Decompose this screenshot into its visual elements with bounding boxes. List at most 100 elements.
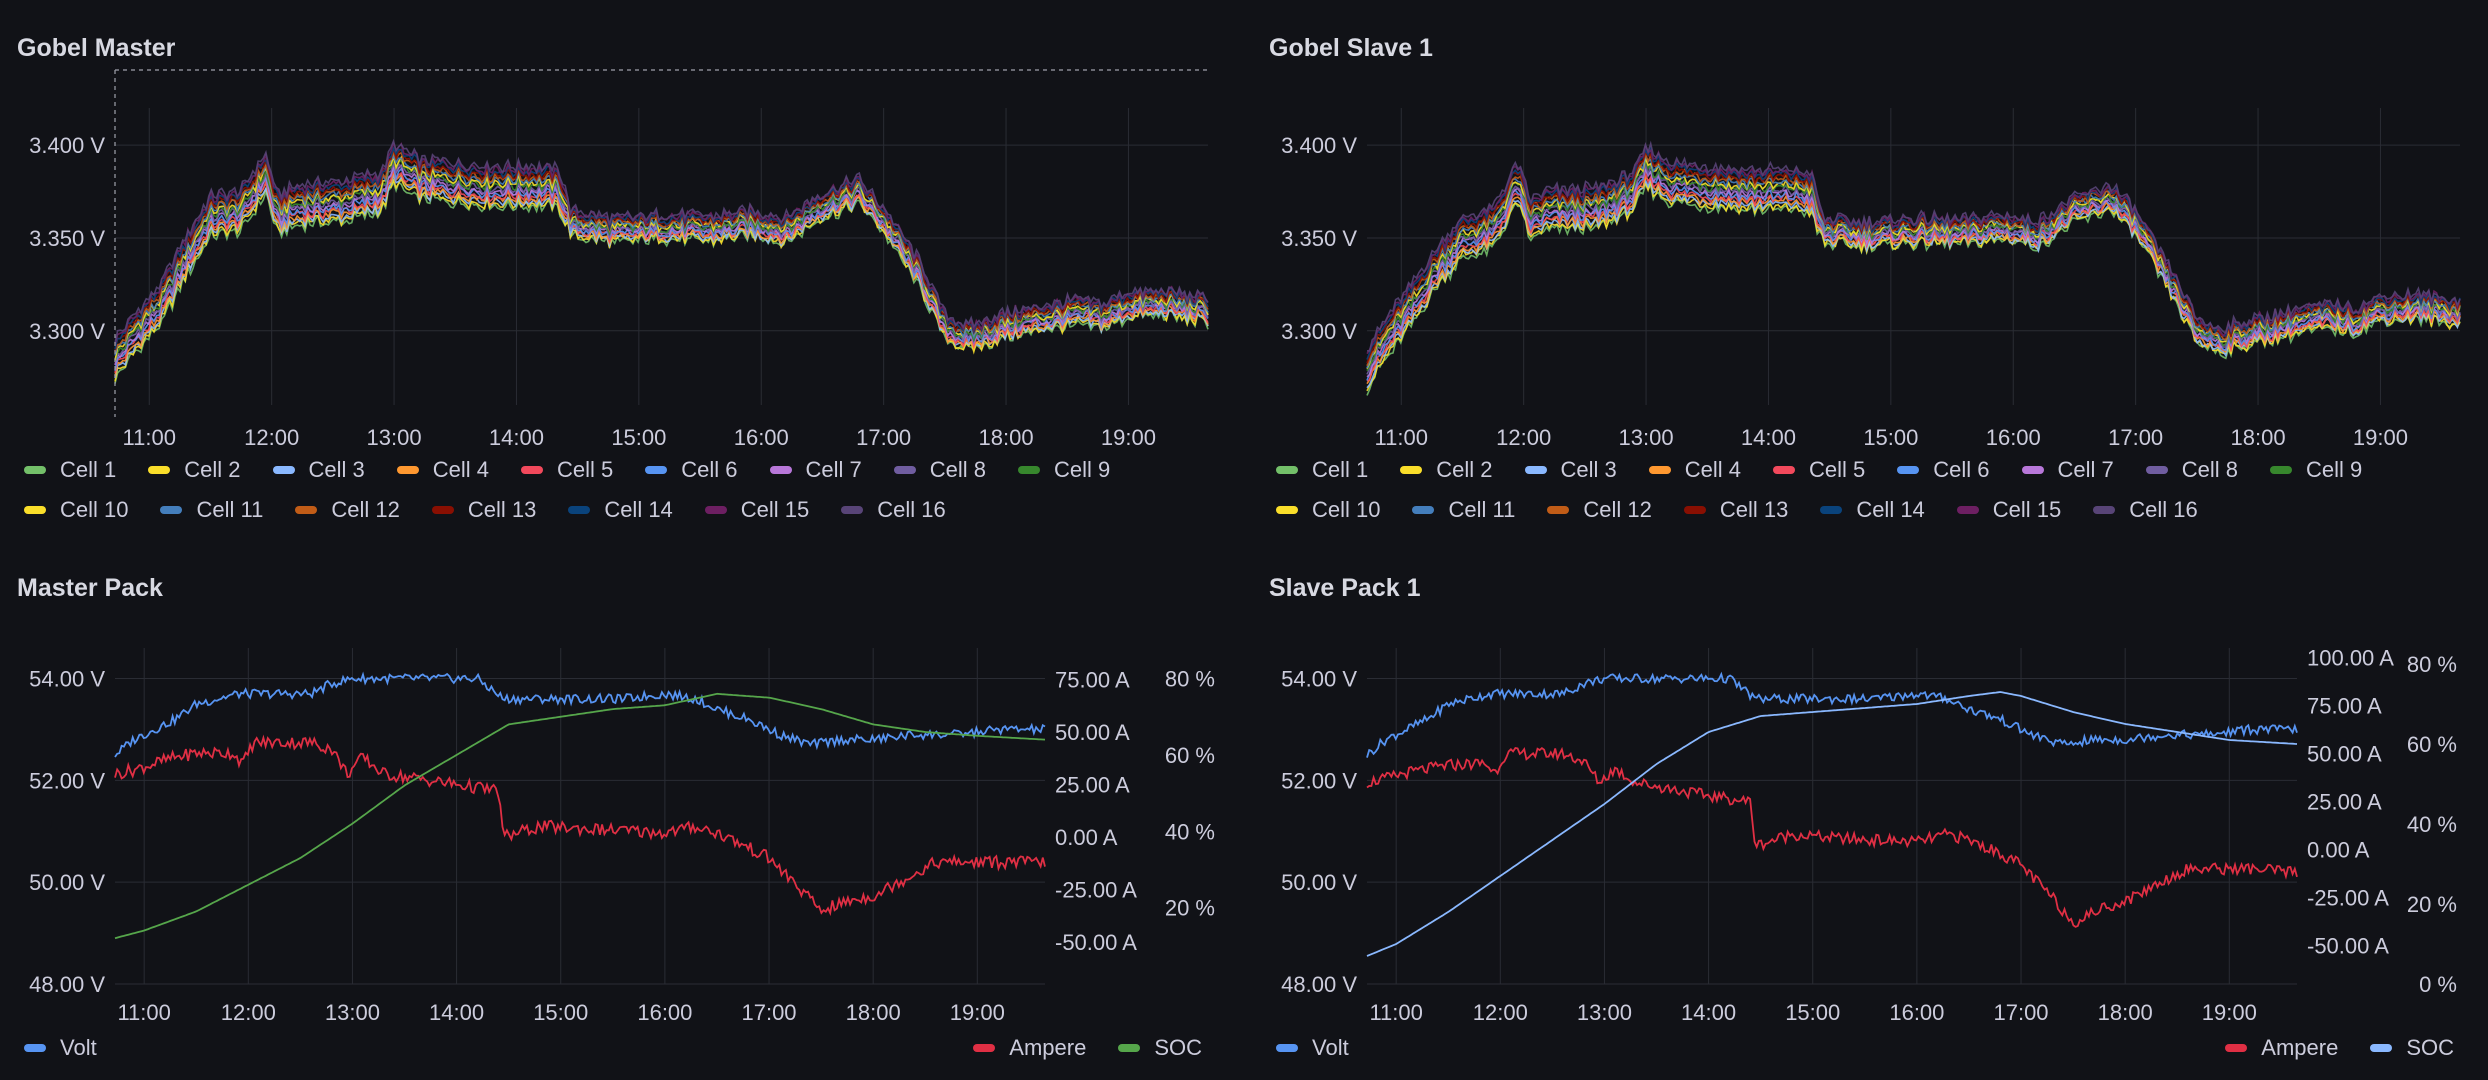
legend-item-cell-1[interactable]: Cell 1 — [1276, 450, 1368, 490]
x-tick-label: 16:00 — [1889, 1000, 1944, 1025]
legend-item-soc[interactable]: SOC — [1118, 1028, 1202, 1068]
x-tick-label: 11:00 — [1375, 425, 1428, 450]
x-tick-label: 14:00 — [489, 425, 544, 450]
grid — [115, 648, 1045, 985]
x-tick-label: 16:00 — [637, 1000, 692, 1025]
y-tick-label-volt: 52.00 V — [29, 768, 105, 793]
legend-item-ampere[interactable]: Ampere — [973, 1028, 1086, 1068]
legend-item-cell-10[interactable]: Cell 10 — [24, 490, 128, 530]
legend: Volt Ampere SOC — [1276, 1028, 2486, 1068]
panel-title[interactable]: Slave Pack 1 — [1269, 574, 1421, 602]
legend-item-cell-2[interactable]: Cell 2 — [148, 450, 241, 490]
chart-slave-pack-1: 48.00 V 50.00 V 52.00 V 54.00 V -50.00 A -25.… — [1281, 646, 2457, 1025]
legend-item-cell-1[interactable]: Cell 1 — [24, 450, 116, 490]
legend-item-cell-3[interactable]: Cell 3 — [1524, 450, 1617, 490]
y-tick-label-ampere: 25.00 A — [2307, 790, 2382, 815]
chart-gobel-master: 3.300 V 3.350 V 3.400 V 11:00 12:00 13:00 14:0… — [29, 69, 1209, 450]
y-tick-label: 3.400 V — [1281, 133, 1357, 158]
x-tick-label: 17:00 — [741, 1000, 796, 1025]
legend-item-cell-3[interactable]: Cell 3 — [272, 450, 365, 490]
legend-item-cell-16[interactable]: Cell 16 — [841, 490, 946, 530]
y-tick-label-volt: 52.00 V — [1281, 768, 1357, 793]
legend-item-cell-6[interactable]: Cell 6 — [645, 450, 738, 490]
legend-item-volt[interactable]: Volt — [1276, 1028, 1349, 1068]
legend-label: Cell 2 — [1436, 457, 1493, 482]
y-tick-label-ampere: -50.00 A — [2307, 934, 2389, 959]
y-tick-label-soc: 0 % — [2419, 972, 2457, 997]
legend-item-cell-8[interactable]: Cell 8 — [893, 450, 986, 490]
legend-swatch — [1018, 466, 1040, 474]
series-line-cell-16 — [114, 138, 1209, 344]
legend-item-cell-4[interactable]: Cell 4 — [1648, 450, 1741, 490]
legend-label: Cell 7 — [2057, 457, 2114, 482]
legend-swatch — [973, 1044, 996, 1052]
legend-item-cell-9[interactable]: Cell 9 — [2270, 450, 2362, 490]
legend-item-volt[interactable]: Volt — [24, 1028, 97, 1068]
legend-item-ampere[interactable]: Ampere — [2225, 1028, 2338, 1068]
panel-title[interactable]: Gobel Master — [17, 34, 176, 62]
legend-item-cell-15[interactable]: Cell 15 — [1956, 490, 2061, 530]
x-tick-label: 11:00 — [117, 1000, 170, 1025]
legend-swatch — [24, 466, 46, 474]
series-line-volt — [1366, 671, 2298, 758]
legend-item-cell-16[interactable]: Cell 16 — [2093, 490, 2198, 530]
legend-label: Cell 4 — [432, 457, 489, 482]
legend-swatch — [2270, 466, 2292, 474]
y-tick-label: 3.350 V — [1281, 226, 1357, 251]
legend-item-cell-9[interactable]: Cell 9 — [1018, 450, 1110, 490]
panel-title[interactable]: Gobel Slave 1 — [1269, 34, 1433, 62]
legend-item-cell-15[interactable]: Cell 15 — [704, 490, 809, 530]
legend-swatch — [2093, 506, 2116, 514]
y-tick-label-soc: 80 % — [2407, 652, 2457, 677]
y-tick-label: 3.300 V — [1281, 319, 1357, 344]
legend-label: Volt — [1312, 1035, 1349, 1060]
legend-swatch — [396, 466, 419, 474]
legend-item-cell-14[interactable]: Cell 14 — [568, 490, 673, 530]
legend-swatch — [1773, 466, 1795, 474]
legend-item-cell-5[interactable]: Cell 5 — [1773, 450, 1865, 490]
x-tick-label: 12:00 — [244, 425, 299, 450]
legend-swatch — [272, 466, 295, 474]
legend-item-cell-11[interactable]: Cell 11 — [1412, 490, 1515, 530]
x-tick-label: 19:00 — [950, 1000, 1005, 1025]
series-line-cell-9 — [1366, 157, 2461, 372]
series-line-cell-16 — [1366, 140, 2461, 352]
legend-item-cell-7[interactable]: Cell 7 — [769, 450, 862, 490]
y-tick-label-volt: 48.00 V — [1281, 972, 1357, 997]
legend-swatch — [1683, 506, 1706, 514]
y-tick-label-ampere: 50.00 A — [2307, 742, 2382, 767]
legend-item-cell-8[interactable]: Cell 8 — [2145, 450, 2238, 490]
legend-item-cell-10[interactable]: Cell 10 — [1276, 490, 1380, 530]
series-line-ampere — [114, 734, 1046, 917]
legend-label: Cell 14 — [604, 497, 673, 522]
legend-item-cell-14[interactable]: Cell 14 — [1820, 490, 1925, 530]
legend-item-cell-7[interactable]: Cell 7 — [2021, 450, 2114, 490]
y-tick-label-volt: 50.00 V — [1281, 870, 1357, 895]
legend-label: SOC — [1154, 1035, 1202, 1060]
x-tick-label: 13:00 — [367, 425, 422, 450]
panel-master-pack: Master Pack 48.00 V 50.00 V 52.00 V 54.00 V… — [0, 540, 1240, 1080]
legend: Cell 1 Cell 2 Cell 3 Cell 4 Cell 5 Cell 6 Cell… — [1276, 450, 2476, 530]
legend-swatch — [841, 506, 864, 514]
legend-item-cell-12[interactable]: Cell 12 — [295, 490, 400, 530]
legend-label: Cell 10 — [60, 497, 129, 522]
legend-swatch — [295, 506, 318, 514]
legend-label: Cell 3 — [1560, 457, 1617, 482]
legend-item-cell-4[interactable]: Cell 4 — [396, 450, 489, 490]
x-tick-label: 13:00 — [1577, 1000, 1632, 1025]
y-tick-label-ampere: -25.00 A — [1055, 878, 1137, 903]
legend-item-cell-13[interactable]: Cell 13 — [431, 490, 537, 530]
legend-label: Cell 13 — [467, 497, 537, 522]
legend-item-cell-11[interactable]: Cell 11 — [160, 490, 263, 530]
legend-item-cell-12[interactable]: Cell 12 — [1547, 490, 1652, 530]
legend-item-cell-6[interactable]: Cell 6 — [1897, 450, 1990, 490]
y-tick-label-ampere: 0.00 A — [2307, 838, 2370, 863]
y-tick-label: 3.350 V — [29, 226, 105, 251]
panel-title[interactable]: Master Pack — [17, 574, 163, 602]
legend-item-cell-5[interactable]: Cell 5 — [521, 450, 613, 490]
legend-item-cell-13[interactable]: Cell 13 — [1683, 490, 1788, 530]
x-tick-label: 17:00 — [2108, 425, 2163, 450]
legend-item-soc[interactable]: SOC — [2370, 1028, 2454, 1068]
legend-label: Cell 4 — [1684, 457, 1741, 482]
legend-item-cell-2[interactable]: Cell 2 — [1400, 450, 1493, 490]
